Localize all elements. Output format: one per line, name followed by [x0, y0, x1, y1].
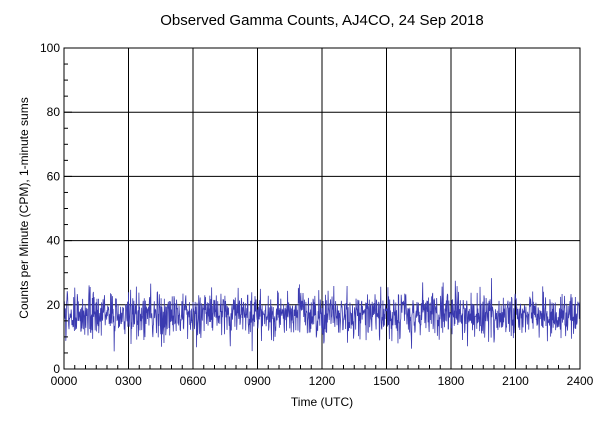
- chart-title: Observed Gamma Counts, AJ4CO, 24 Sep 201…: [160, 12, 484, 29]
- x-tick-label: 1500: [373, 374, 400, 388]
- y-tick-label: 80: [47, 105, 61, 119]
- y-tick-label: 60: [47, 169, 61, 183]
- y-tick-label: 100: [40, 41, 60, 55]
- series-group: [63, 278, 581, 352]
- y-tick-labels: 0 20 40 60 80 100: [40, 41, 60, 376]
- x-tick-label: 0900: [244, 374, 271, 388]
- series-line: [63, 278, 581, 352]
- x-axis-label: Time (UTC): [291, 395, 353, 409]
- y-tick-label: 40: [47, 234, 61, 248]
- grid: [64, 48, 580, 369]
- x-tick-label: 0300: [115, 374, 142, 388]
- x-tick-label: 2400: [567, 374, 594, 388]
- x-tick-label: 1800: [438, 374, 465, 388]
- x-tick-label: 0000: [51, 374, 78, 388]
- x-tick-label: 1200: [309, 374, 336, 388]
- y-tick-label: 0: [53, 362, 60, 376]
- y-axis-label: Counts per Minute (CPM), 1-minute sums: [17, 97, 31, 318]
- ticks: [63, 47, 581, 370]
- x-tick-label: 2100: [502, 374, 529, 388]
- y-tick-label: 20: [47, 298, 61, 312]
- x-tick-labels: 0000 0300 0600 0900 1200 1500 1800 2100 2400: [51, 374, 594, 388]
- x-tick-label: 0600: [180, 374, 207, 388]
